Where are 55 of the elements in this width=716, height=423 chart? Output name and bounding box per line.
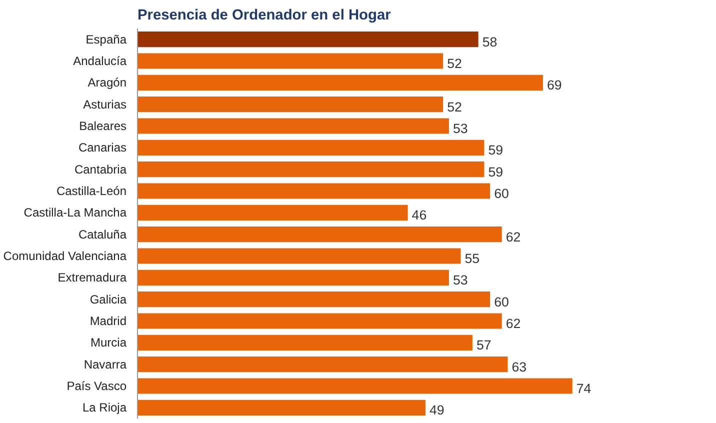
bar: [138, 53, 444, 69]
y-tick-label: España: [86, 32, 127, 46]
y-tick-label: Asturias: [83, 97, 127, 112]
y-tick-label: Madrid: [90, 314, 127, 328]
data-label: 57: [476, 338, 492, 353]
y-tick-label: Castilla-La Mancha: [24, 206, 127, 220]
y-tick-label: Aragón: [88, 76, 127, 90]
data-label: 62: [506, 229, 521, 244]
bar: [138, 74, 543, 90]
y-tick-label: Canarias: [78, 140, 127, 155]
data-label: 69: [546, 78, 562, 93]
bar: [138, 226, 502, 242]
bar: [138, 378, 572, 394]
data-label: 58: [482, 34, 498, 50]
bar: [138, 183, 490, 199]
y-tick-label: Baleares: [79, 119, 127, 133]
bar: [138, 400, 426, 416]
bar: [138, 356, 508, 372]
data-label: 52: [447, 99, 462, 114]
data-label: 53: [452, 121, 468, 136]
bar: [138, 96, 444, 112]
bar: [138, 140, 484, 156]
y-tick-label: País Vasco: [66, 379, 127, 393]
data-label: 55: [464, 251, 480, 266]
data-label: 49: [429, 402, 444, 418]
bar: [138, 32, 478, 48]
bar: [138, 248, 461, 264]
y-tick-label: Cantabria: [74, 162, 127, 176]
data-label: 63: [512, 359, 527, 374]
data-label: 60: [494, 294, 509, 310]
bar: [138, 292, 490, 308]
bar: [138, 334, 472, 350]
data-label: 52: [447, 56, 462, 71]
y-tick-label: Navarra: [84, 357, 127, 372]
bar: [138, 270, 449, 286]
data-label: 46: [412, 208, 427, 223]
data-label: 62: [506, 316, 521, 331]
bar: [138, 204, 408, 220]
y-tick-label: Castilla-León: [56, 184, 127, 198]
bar: [138, 118, 449, 134]
data-label: 60: [494, 186, 509, 201]
y-tick-label: Comunidad Valenciana: [3, 249, 127, 263]
y-tick-label: Extremadura: [58, 270, 127, 285]
data-label: 53: [452, 272, 468, 288]
y-tick-label: Galicia: [90, 292, 127, 306]
data-label: 59: [488, 142, 504, 158]
y-tick-label: Cataluña: [78, 227, 127, 242]
data-label: 59: [488, 164, 504, 180]
chart-title: Presencia de Ordenador en el Hogar: [138, 8, 392, 24]
y-tick-label: La Rioja: [82, 400, 127, 415]
bar: [138, 162, 484, 178]
data-label: 74: [576, 381, 592, 396]
y-tick-label: Murcia: [90, 336, 127, 350]
bar: [138, 313, 502, 329]
y-tick-label: Andalucía: [73, 54, 127, 68]
